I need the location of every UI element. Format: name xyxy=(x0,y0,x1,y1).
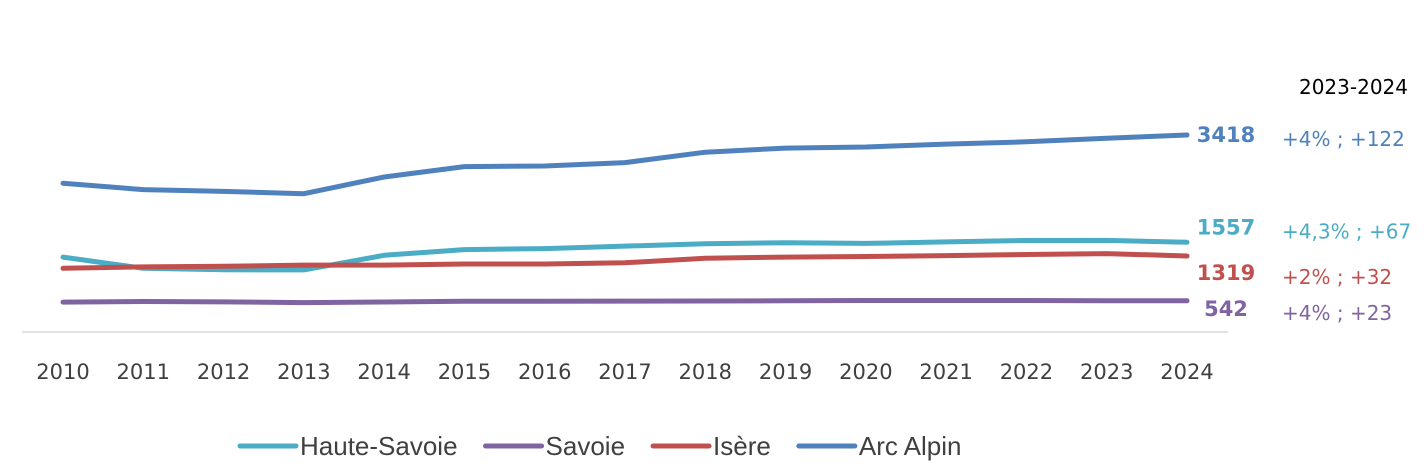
data-point xyxy=(1186,134,1188,136)
data-point xyxy=(785,147,787,149)
data-point xyxy=(624,262,626,264)
data-point xyxy=(142,189,144,191)
data-point xyxy=(624,300,626,302)
data-point xyxy=(624,162,626,164)
legend-label: Savoie xyxy=(546,431,626,461)
data-point xyxy=(142,301,144,303)
legend: Haute-Savoie Savoie Isère Arc Alpin xyxy=(237,431,962,461)
change-period-label: 2023-2024 xyxy=(1299,75,1408,99)
legend-item-haute-savoie: Haute-Savoie xyxy=(237,431,458,461)
data-point xyxy=(463,300,465,302)
data-point xyxy=(223,301,225,303)
end-value-label: 542 xyxy=(1204,297,1248,321)
data-point xyxy=(303,264,305,266)
data-point xyxy=(704,243,706,245)
data-point xyxy=(303,193,305,195)
data-point xyxy=(704,300,706,302)
legend-label: Arc Alpin xyxy=(859,431,962,461)
data-point xyxy=(785,256,787,258)
data-point xyxy=(945,143,947,145)
data-point xyxy=(463,166,465,168)
x-tick-label: 2020 xyxy=(839,360,892,384)
data-point xyxy=(544,300,546,302)
data-point xyxy=(1025,141,1027,143)
data-point xyxy=(1106,253,1108,255)
data-point xyxy=(865,242,867,244)
data-point xyxy=(865,299,867,301)
data-point xyxy=(1025,253,1027,255)
data-point xyxy=(1025,240,1027,242)
data-point xyxy=(945,241,947,243)
series-layer xyxy=(60,132,1190,306)
legend-item-is-re: Isère xyxy=(650,431,771,461)
data-point xyxy=(1186,241,1188,243)
data-point xyxy=(1025,299,1027,301)
data-point xyxy=(785,300,787,302)
data-point xyxy=(1186,300,1188,302)
x-tick-label: 2024 xyxy=(1160,360,1213,384)
data-point xyxy=(303,302,305,304)
data-point xyxy=(1106,300,1108,302)
x-tick-label: 2018 xyxy=(679,360,732,384)
data-point xyxy=(62,267,64,269)
data-point xyxy=(463,263,465,265)
x-tick-label: 2021 xyxy=(919,360,972,384)
end-value-label: 1319 xyxy=(1197,261,1255,285)
data-point xyxy=(303,269,305,271)
data-point xyxy=(62,256,64,258)
legend-item-arc-alpin: Arc Alpin xyxy=(796,431,962,461)
data-point xyxy=(463,249,465,251)
x-tick-label: 2016 xyxy=(518,360,571,384)
legend-item-savoie: Savoie xyxy=(483,431,626,461)
x-tick-label: 2012 xyxy=(197,360,250,384)
x-tick-label: 2015 xyxy=(438,360,491,384)
data-point xyxy=(544,165,546,167)
x-tick-label: 2019 xyxy=(759,360,812,384)
data-point xyxy=(1106,239,1108,241)
data-point xyxy=(544,248,546,250)
change-label: +4% ; +122 xyxy=(1282,127,1405,151)
legend-label: Haute-Savoie xyxy=(300,431,458,461)
data-point xyxy=(544,263,546,265)
end-value-label: 3418 xyxy=(1197,123,1255,147)
x-tick-label: 2011 xyxy=(117,360,170,384)
data-point xyxy=(223,190,225,192)
legend-label: Isère xyxy=(713,431,771,461)
change-label: +4% ; +23 xyxy=(1282,301,1392,325)
label-layer: 2023-2024 1557 +4,3% ; +67 542 +4% ; +23 131… xyxy=(1197,75,1411,325)
data-point xyxy=(223,265,225,267)
end-value-label: 1557 xyxy=(1197,215,1255,239)
data-point xyxy=(704,257,706,259)
x-tick-label: 2013 xyxy=(277,360,330,384)
data-point xyxy=(383,264,385,266)
data-point xyxy=(383,301,385,303)
data-point xyxy=(383,176,385,178)
data-point xyxy=(1106,137,1108,139)
data-point xyxy=(945,255,947,257)
series-line-arc-alpin xyxy=(60,132,1190,197)
data-point xyxy=(704,151,706,153)
x-tick-label: 2014 xyxy=(357,360,410,384)
data-point xyxy=(865,255,867,257)
data-point xyxy=(1186,255,1188,257)
data-point xyxy=(62,182,64,184)
data-point xyxy=(624,245,626,247)
x-tick-label: 2023 xyxy=(1080,360,1133,384)
data-point xyxy=(142,266,144,268)
axis-layer: 2010 2011 2012 2013 2014 2015 2016 2017 2018 2019… xyxy=(22,331,1228,384)
change-label: +2% ; +32 xyxy=(1282,265,1392,289)
x-tick-label: 2017 xyxy=(598,360,651,384)
data-point xyxy=(865,146,867,148)
data-point xyxy=(223,269,225,271)
data-point xyxy=(945,300,947,302)
data-point xyxy=(383,254,385,256)
x-tick-label: 2010 xyxy=(36,360,89,384)
change-label: +4,3% ; +67 xyxy=(1282,219,1411,243)
data-point xyxy=(785,242,787,244)
data-point xyxy=(62,301,64,303)
series-line-is-re xyxy=(60,251,1190,271)
x-tick-label: 2022 xyxy=(1000,360,1053,384)
